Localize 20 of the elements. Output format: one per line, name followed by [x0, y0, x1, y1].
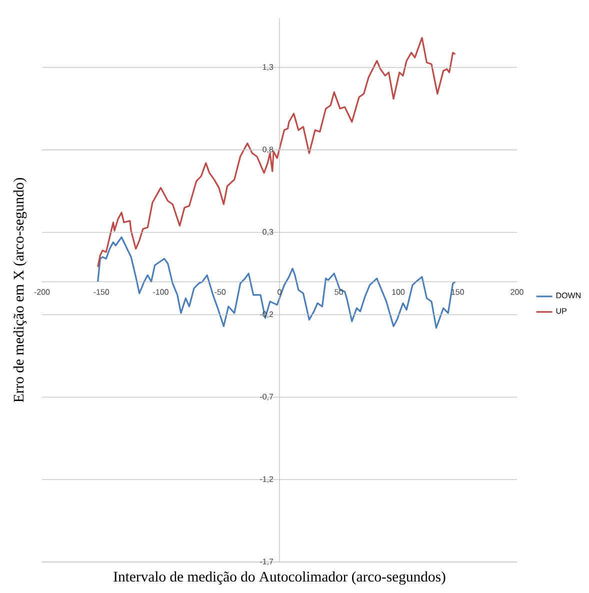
x-tick-label: -150	[94, 289, 110, 295]
x-tick-label: -100	[153, 289, 168, 295]
x-tick-label: 200	[510, 289, 524, 295]
y-axis-title: Erro de medição em X (arco-segundo)	[13, 178, 27, 402]
x-axis-title: Intervalo de medição do Autocolimador (arco-segundos)	[114, 571, 446, 585]
y-tick-label: 1,3	[262, 64, 274, 71]
y-tick-label: 0,3	[262, 229, 274, 236]
y-tick-label: -0,7	[260, 394, 274, 400]
line-series	[97, 36, 456, 268]
x-tick-label: 100	[392, 289, 405, 295]
x-tick-label: 0	[278, 289, 282, 295]
x-tick-label: -200	[34, 289, 50, 295]
y-tick-label: -1,7	[260, 558, 274, 566]
x-tick-label: -50	[214, 289, 226, 295]
legend-label: UP	[556, 308, 566, 314]
y-tick-label: -0,2	[260, 311, 274, 318]
y-tick-label: 0,8	[262, 146, 274, 154]
x-tick-label: 50	[334, 289, 344, 295]
legend-label: DOWN	[556, 292, 580, 298]
y-tick-label: -1,2	[260, 476, 274, 483]
